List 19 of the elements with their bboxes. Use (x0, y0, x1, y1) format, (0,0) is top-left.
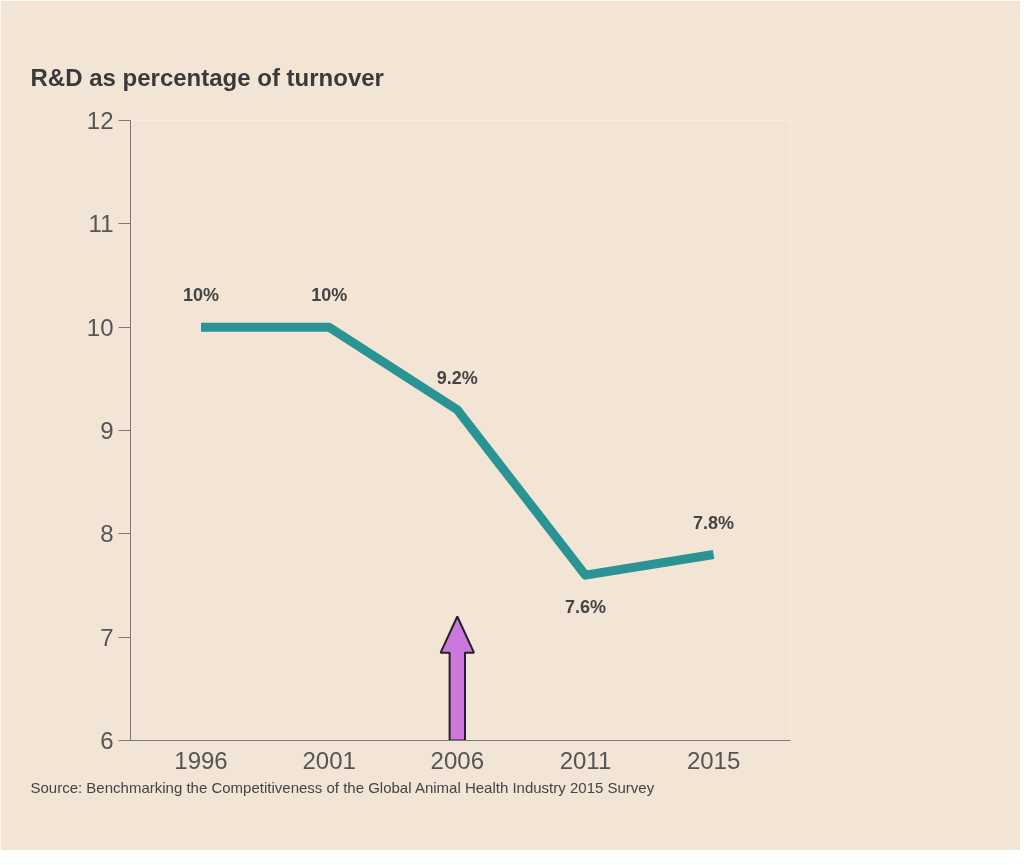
y-tick-label: 10 (86, 313, 114, 341)
y-tick-label: 11 (88, 210, 114, 238)
x-tick-label: 2001 (302, 746, 356, 774)
data-label: 9.2% (436, 367, 478, 388)
source-note: Source: Benchmarking the Competitiveness of the Global Animal Health Industry 2015 Survey (30, 778, 655, 796)
data-label: 7.8% (693, 512, 735, 533)
y-tick-label: 8 (100, 520, 114, 548)
x-tick-label: 2006 (430, 746, 484, 774)
data-label: 10% (182, 285, 219, 306)
data-label: 7.6% (564, 597, 606, 618)
x-tick-label: 2011 (559, 746, 612, 774)
data-label: 10% (311, 285, 348, 306)
y-tick-label: 6 (100, 727, 114, 754)
x-tick-label: 1996 (174, 746, 228, 774)
chart-title: R&D as percentage of turnover (30, 63, 384, 91)
x-tick-label: 2015 (686, 746, 741, 774)
y-tick-label: 7 (100, 623, 114, 651)
y-tick-label: 9 (100, 417, 114, 444)
y-tick-label: 12 (86, 107, 114, 134)
